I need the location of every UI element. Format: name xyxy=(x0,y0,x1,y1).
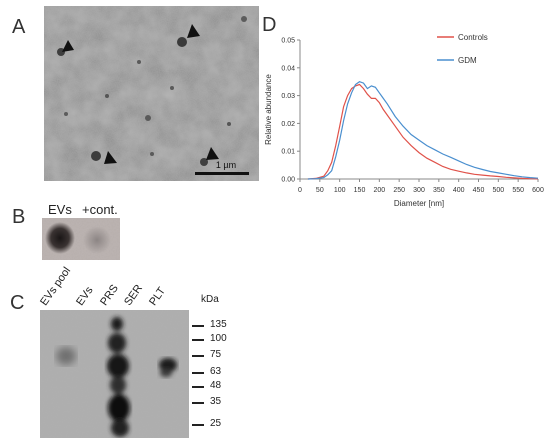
vesicle xyxy=(64,112,68,116)
y-tick-label: 0.02 xyxy=(281,121,295,128)
mw-marker-label: 35 xyxy=(210,396,222,407)
series-line-controls xyxy=(307,83,539,180)
vesicle xyxy=(91,151,101,161)
y-tick-label: 0.03 xyxy=(281,93,295,100)
mw-tick xyxy=(192,386,204,388)
vesicle xyxy=(241,16,247,22)
vesicle xyxy=(177,37,187,47)
y-tick-label: 0.00 xyxy=(281,177,295,184)
western-blot xyxy=(40,310,189,438)
x-tick-label: 300 xyxy=(413,187,425,194)
band-plt xyxy=(159,358,177,377)
x-tick-label: 600 xyxy=(532,187,544,194)
legend-label: GDM xyxy=(458,56,477,65)
scale-bar xyxy=(195,172,249,175)
dot-blot xyxy=(42,218,120,260)
x-tick-label: 450 xyxy=(473,187,485,194)
dot-blot-texture xyxy=(42,218,120,260)
x-tick-label: 250 xyxy=(393,187,405,194)
mw-marker-label: 100 xyxy=(210,333,227,344)
arrowhead-marker xyxy=(62,40,74,52)
y-tick-label: 0.05 xyxy=(281,38,295,45)
x-tick-label: 150 xyxy=(354,187,366,194)
arrowhead-marker xyxy=(187,24,200,38)
blot-c-lane-evs-pool: EVs pool xyxy=(38,265,74,308)
tem-micrograph: 1 µm xyxy=(44,6,259,181)
y-tick-label: 0.01 xyxy=(281,149,295,156)
mw-tick xyxy=(192,325,204,327)
western-blot-texture xyxy=(40,310,189,438)
series-line-gdm xyxy=(307,81,539,180)
blot-c-lane-plt: PLT xyxy=(147,285,169,308)
mw-marker-label: 48 xyxy=(210,380,222,391)
mw-marker-label: 63 xyxy=(210,366,222,377)
x-tick-label: 100 xyxy=(334,187,346,194)
panel-label-a: A xyxy=(12,16,26,38)
vesicle xyxy=(227,122,231,126)
mw-marker-label: 75 xyxy=(210,349,222,360)
arrowhead-marker xyxy=(206,147,219,160)
evs-dot xyxy=(45,222,75,254)
y-tick-label: 0.04 xyxy=(281,65,295,72)
x-tick-label: 550 xyxy=(512,187,524,194)
x-tick-label: 500 xyxy=(492,187,504,194)
mw-tick xyxy=(192,339,204,341)
blot-b-lane-positive-control: +cont. xyxy=(82,202,118,217)
mw-tick xyxy=(192,355,204,357)
mw-marker-label: 25 xyxy=(210,418,222,429)
vesicle xyxy=(170,86,174,90)
size-distribution-chart: 0 50 100 150 200 250 300 350 400 450 500 550 600 0.00… xyxy=(264,33,544,208)
x-axis-label: Diameter [nm] xyxy=(394,199,444,208)
mw-tick xyxy=(192,372,204,374)
legend-label: Controls xyxy=(458,33,488,42)
band-evs-pool xyxy=(56,347,76,365)
blot-b-lane-evs: EVs xyxy=(48,202,72,217)
blot-c-lane-prs: PRS xyxy=(98,282,121,308)
vesicle xyxy=(145,115,151,121)
mw-unit-label: kDa xyxy=(201,294,219,305)
x-tick-label: 350 xyxy=(433,187,445,194)
x-tick-label: 400 xyxy=(453,187,465,194)
scale-bar-label: 1 µm xyxy=(216,160,236,170)
blot-c-lane-evs: EVs xyxy=(74,284,96,308)
x-tick-label: 0 xyxy=(298,187,302,194)
panel-label-c: C xyxy=(10,292,25,314)
arrowhead-marker xyxy=(104,151,117,164)
x-tick-label: 200 xyxy=(373,187,385,194)
vesicle xyxy=(150,152,154,156)
blot-c-lane-ser: SER xyxy=(122,282,145,308)
vesicle xyxy=(105,94,109,98)
panel-label-d: D xyxy=(262,14,277,36)
positive-control-dot xyxy=(83,226,111,254)
panel-label-b: B xyxy=(12,206,26,228)
vesicle xyxy=(137,60,141,64)
micrograph-texture: 1 µm xyxy=(44,6,259,181)
mw-tick xyxy=(192,424,204,426)
band-prs xyxy=(107,317,130,437)
mw-tick xyxy=(192,402,204,404)
y-axis-label: Relative abundance xyxy=(264,74,273,145)
x-tick-label: 50 xyxy=(316,187,324,194)
mw-marker-label: 135 xyxy=(210,319,227,330)
